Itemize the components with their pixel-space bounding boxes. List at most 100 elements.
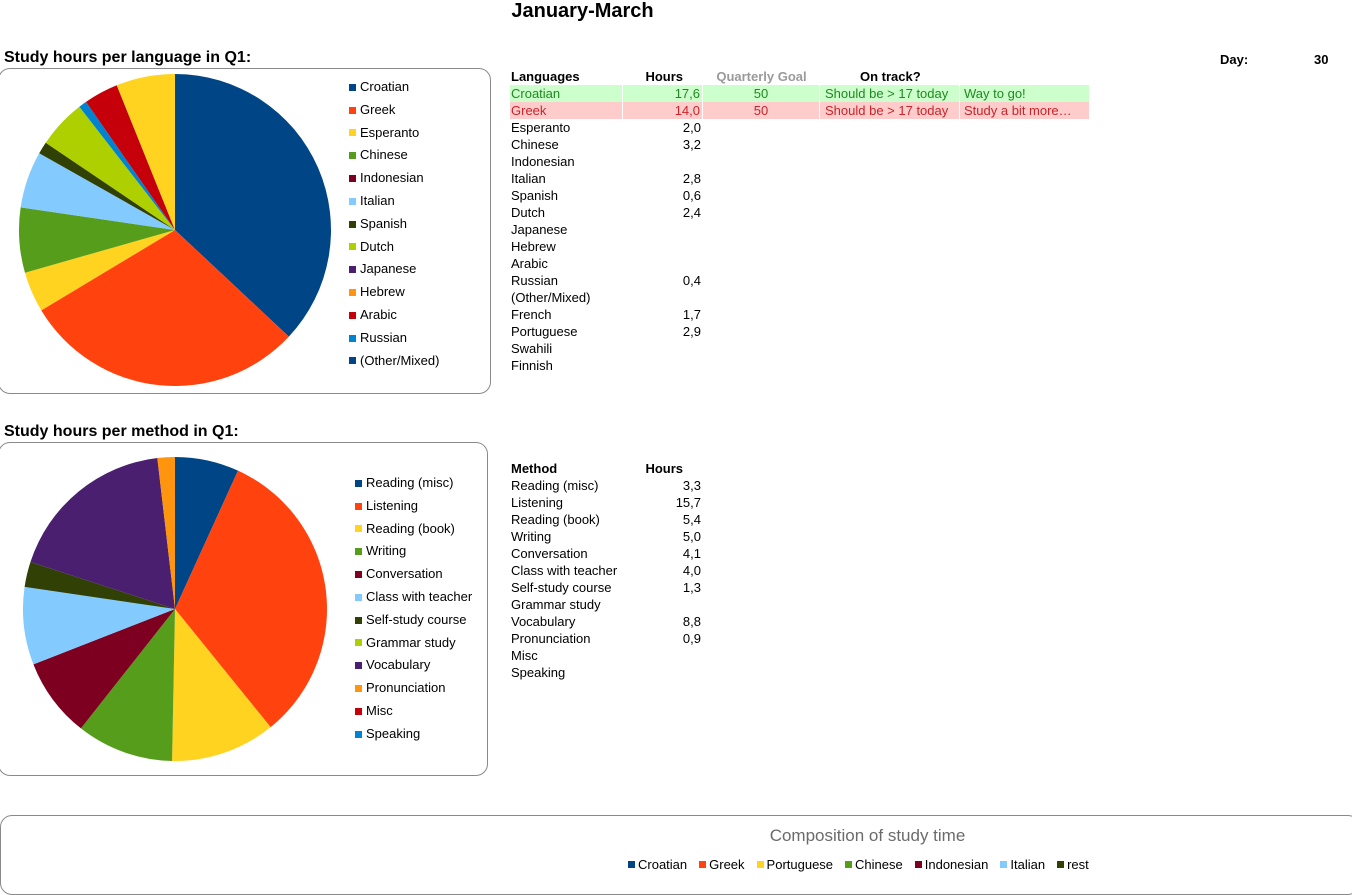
language-pie-legend-swatch [349, 243, 356, 251]
method-cell-hours [623, 664, 703, 681]
method-cell-name: Listening [511, 495, 564, 510]
language-row-japanese: Japanese [510, 221, 1090, 238]
method-pie-legend-label: Speaking [366, 725, 421, 741]
language-cell-track: Should be > 17 today [820, 85, 960, 102]
language-cell-hours: 1,7 [682, 307, 701, 322]
method-pie-legend-swatch [355, 502, 362, 510]
composition-legend-swatch [1000, 861, 1008, 868]
language-row-finnish: Finnish [510, 357, 1090, 374]
language-row-french: French 1,7 [510, 306, 1090, 323]
method-pie-legend-label: Reading (misc) [366, 475, 454, 490]
method-pie-legend-swatch [355, 662, 362, 670]
language-pie-chart [19, 74, 331, 386]
language-pie-slice-spanish [39, 142, 176, 230]
language-row-portuguese: Portuguese 2,9 [510, 323, 1090, 340]
language-cell-track: Should be > 17 today [820, 102, 960, 119]
composition-legend-label: Croatian [638, 857, 688, 872]
composition-legend-swatch [628, 861, 635, 868]
method-cell-hours: 5,4 [682, 512, 701, 527]
language-cell-hours [623, 289, 703, 306]
language-cell-hours: 2,9 [682, 324, 701, 339]
language-cell-name: Indonesian [511, 154, 575, 169]
language-pie-legend-swatch [349, 152, 356, 160]
language-section-title: Study hours per language in Q1: [4, 49, 252, 66]
language-row-spanish: Spanish 0,6 [510, 187, 1090, 204]
language-cell-hours [623, 153, 703, 170]
composition-legend-item-italian: Italian [1000, 857, 1045, 872]
method-pie-legend-label: Grammar study [366, 634, 456, 650]
method-pie-legend-swatch [355, 593, 362, 601]
method-row-writing: Writing 5,0 [510, 528, 1090, 545]
method-pie-chart-box[interactable]: Reading (misc) Listening Reading (book) Wri… [0, 442, 488, 776]
language-pie-legend-item-esperanto: Esperanto [349, 122, 439, 145]
composition-chart-legend: Croatian Greek Portuguese Chinese Indonesian… [628, 857, 1101, 872]
language-pie-legend-item-other-mixed: (Other/Mixed) [349, 350, 439, 373]
language-pie-legend-label: Greek [360, 101, 396, 117]
language-row-dutch: Dutch 2,4 [510, 204, 1090, 221]
language-cell-name: Finnish [511, 358, 553, 373]
language-pie-slice-esperanto [24, 230, 175, 311]
method-section-title: Study hours per method in Q1: [4, 423, 239, 440]
composition-legend-item-croatian: Croatian [628, 857, 687, 872]
language-cell-hours: 2,0 [682, 120, 701, 135]
method-cell-hours [623, 647, 703, 664]
language-pie-legend-item-dutch: Dutch [349, 236, 439, 259]
method-cell-name: Conversation [511, 546, 588, 561]
language-row-chinese: Chinese 3,2 [510, 136, 1090, 153]
method-pie-legend-item-vocabulary: Vocabulary [355, 654, 472, 677]
language-cell-hours: 2,8 [682, 171, 701, 186]
language-pie-legend-swatch [349, 197, 356, 205]
language-pie-legend-label: Indonesian [360, 170, 424, 186]
language-pie-legend-label: Dutch [360, 238, 394, 254]
language-pie-legend-item-hebrew: Hebrew [349, 281, 439, 304]
method-pie-legend-item-listening: Listening [355, 495, 472, 518]
language-pie-legend-label: Spanish [360, 215, 407, 231]
method-pie-slice-class-with-teacher [23, 586, 176, 665]
method-pie-legend-label: Listening [366, 497, 419, 513]
method-cell-name: Vocabulary [511, 614, 576, 629]
language-pie-legend-item-croatian: Croatian [349, 76, 439, 99]
method-pie-legend-label: Pronunciation [366, 680, 446, 696]
method-pie-legend-swatch [355, 685, 362, 693]
language-pie-slice-portuguese [116, 74, 175, 230]
method-pie-legend-label: Misc [366, 702, 393, 718]
language-pie-legend-swatch [349, 334, 356, 342]
composition-legend-swatch [1057, 861, 1065, 868]
language-table: Languages Hours Quarterly Goal On track?… [510, 68, 1110, 388]
method-row-misc: Misc [510, 647, 1090, 664]
language-pie-legend-swatch [349, 289, 356, 297]
language-pie-slice-croatian [175, 74, 331, 337]
method-pie-legend: Reading (misc) Listening Reading (book) Wri… [355, 472, 472, 746]
language-cell-name: Esperanto [511, 120, 571, 135]
language-pie-legend-label: (Other/Mixed) [360, 352, 440, 368]
day-label: Day: [1220, 52, 1249, 67]
language-pie-chart-box[interactable]: Croatian Greek Esperanto Chinese Indonesian I… [0, 68, 491, 394]
composition-legend-item-portuguese: Portuguese [756, 857, 833, 872]
language-pie-legend-item-arabic: Arabic [349, 304, 439, 327]
language-cell-hours [623, 238, 703, 255]
language-row-russian: Russian 0,4 [510, 272, 1090, 289]
composition-legend-label: Greek [709, 857, 745, 872]
language-pie-legend: Croatian Greek Esperanto Chinese Indonesian I… [349, 76, 439, 372]
method-pie-legend-swatch [355, 525, 362, 533]
method-row-vocabulary: Vocabulary 8,8 [510, 613, 1090, 630]
method-pie-slice-reading-book [172, 609, 271, 761]
method-row-speaking: Speaking [510, 664, 1090, 681]
language-cell-goal: 50 [703, 85, 820, 102]
language-pie-legend-label: Esperanto [360, 124, 420, 140]
language-row-greek: Greek 14,0 50 Should be > 17 today Study a b… [510, 102, 1090, 119]
language-cell-name: Swahili [511, 341, 553, 356]
method-cell-name: Misc [511, 648, 538, 663]
method-cell-hours: 5,0 [682, 529, 701, 544]
method-pie-legend-item-reading-book: Reading (book) [355, 518, 472, 541]
composition-legend-label: Chinese [855, 857, 903, 872]
method-pie-legend-swatch [355, 616, 362, 624]
method-row-class-with-teacher: Class with teacher 4,0 [510, 562, 1090, 579]
method-table: Method Hours Reading (misc) 3,3 Listening 1… [510, 460, 1110, 690]
language-cell-name: Italian [511, 171, 546, 186]
language-table-header: Languages Hours Quarterly Goal On track? [510, 68, 1090, 85]
method-pie-slice-self-study-course [24, 562, 176, 609]
method-pie-legend-swatch [355, 548, 362, 556]
method-pie-legend-item-self-study-course: Self-study course [355, 609, 472, 632]
header-method: Method [511, 461, 558, 476]
